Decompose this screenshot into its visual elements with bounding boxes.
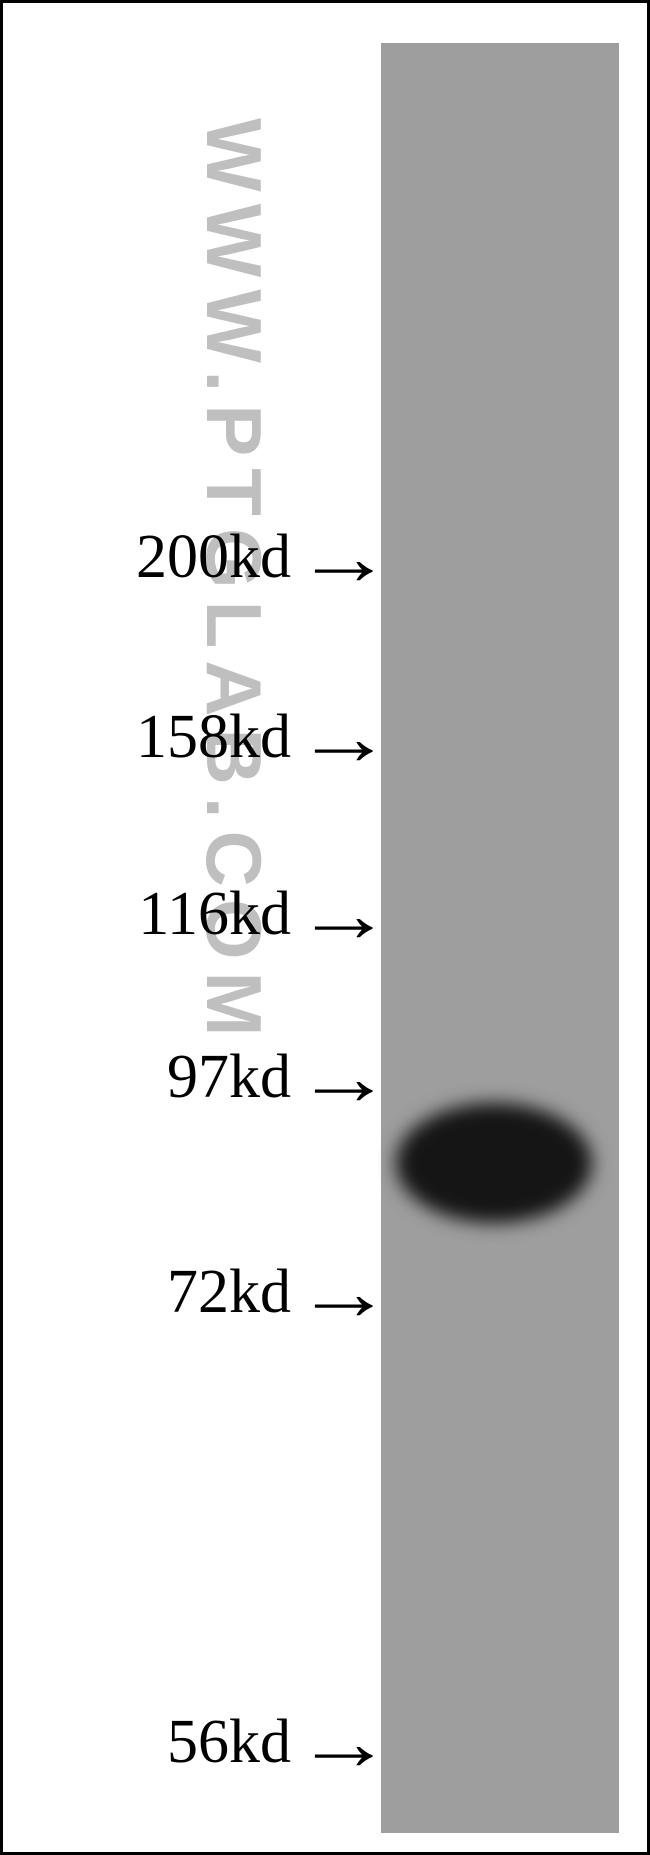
marker-row: 116kd→ (3, 872, 373, 959)
arrow-right-icon: → (295, 1039, 393, 1117)
blot-figure-container: WWW.PTGLAB.COM 200kd→158kd→116kd→97kd→72… (0, 0, 650, 1855)
arrow-right-icon: → (295, 1254, 393, 1332)
marker-row: 72kd→ (3, 1250, 373, 1337)
marker-row: 200kd→ (3, 515, 373, 602)
marker-label: 56kd (167, 1707, 291, 1778)
arrow-right-icon: → (295, 699, 393, 777)
arrow-right-icon: → (295, 519, 393, 597)
marker-label: 72kd (167, 1257, 291, 1328)
arrow-right-icon: → (295, 1704, 393, 1782)
marker-label: 116kd (138, 879, 291, 950)
marker-label: 200kd (136, 522, 291, 593)
marker-row: 158kd→ (3, 695, 373, 782)
protein-band (396, 1103, 592, 1223)
arrow-right-icon: → (295, 876, 393, 954)
marker-row: 97kd→ (3, 1035, 373, 1122)
marker-label: 158kd (136, 702, 291, 773)
blot-lane (381, 43, 619, 1833)
marker-label: 97kd (167, 1042, 291, 1113)
marker-row: 56kd→ (3, 1700, 373, 1787)
